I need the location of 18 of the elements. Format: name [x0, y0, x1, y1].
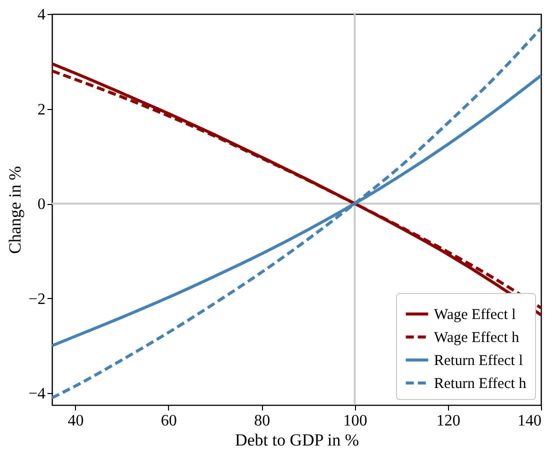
legend-label: Return Effect h: [434, 376, 527, 392]
y-axis-title: Change in %: [5, 166, 24, 254]
legend-label: Wage Effect l: [434, 307, 516, 323]
y-tick-label: 4: [38, 6, 46, 24]
x-tick-label: 80: [254, 412, 270, 430]
x-tick-label: 120: [436, 412, 460, 430]
x-tick-label: 60: [160, 412, 177, 430]
y-tick-label: 2: [38, 101, 46, 118]
legend-label: Return Effect l: [434, 353, 523, 369]
x-tick-label: 40: [68, 412, 84, 430]
legend-label: Wage Effect h: [434, 330, 520, 346]
y-tick-label: −2: [28, 290, 46, 308]
x-tick-label: 100: [343, 412, 368, 430]
x-tick-label: 140: [518, 412, 542, 430]
y-tick-label: −4: [28, 386, 46, 403]
x-axis-title: Debt to GDP in %: [234, 430, 360, 450]
line-series: [50, 26, 542, 400]
y-tick-label: 0: [38, 196, 46, 214]
